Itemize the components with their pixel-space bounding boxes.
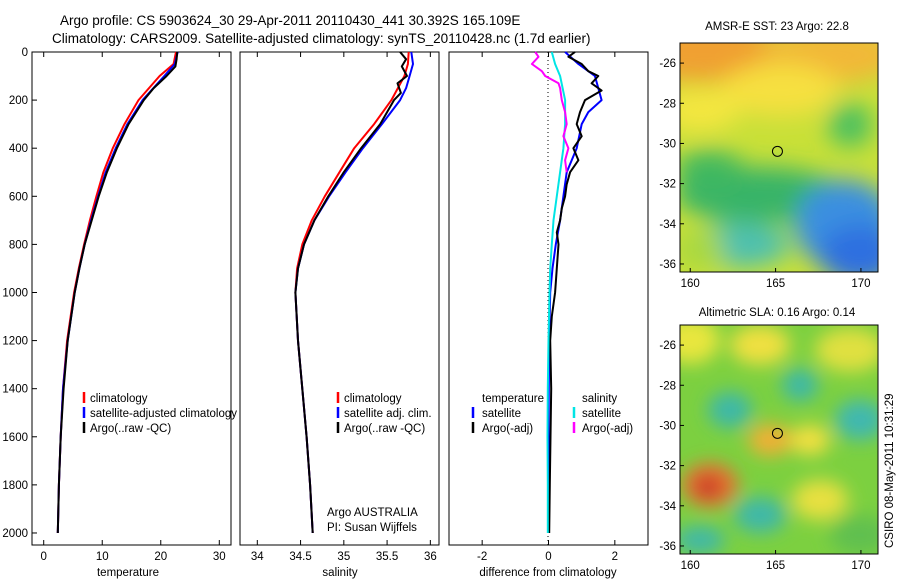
sla-map: Altimetric SLA: 0.16 Argo: 0.14 16 [659, 307, 879, 572]
ytick-label: 800 [9, 239, 28, 251]
argo-position-marker [771, 145, 783, 157]
sla-map-ticks: 160 165 170 -26 -28 -30 -32 -34 -36 [659, 340, 870, 572]
legend-label-sal-argo: Argo(-adj) [582, 423, 633, 435]
sst-field [680, 43, 878, 272]
figure-title-line2: Climatology: CARS2009. Satellite-adjuste… [52, 31, 591, 46]
map-ytick-label: -30 [659, 138, 676, 150]
map-ytick-label: -28 [659, 98, 676, 110]
ytick-label: 600 [9, 191, 28, 203]
legend-label-climatology: climatology [344, 393, 402, 405]
ytick-label: 400 [9, 143, 28, 155]
sst-map-ticks: 160 165 170 -26 -28 -30 -32 -34 -36 [659, 58, 870, 290]
sst-map-title: AMSR-E SST: 23 Argo: 22.8 [705, 21, 849, 33]
map-ytick-label: -28 [659, 380, 676, 392]
difference-ticks: -2 0 2 [477, 52, 618, 563]
legend-label-argo: Argo(..raw -QC) [90, 423, 171, 435]
difference-lines [530, 51, 603, 534]
map-ytick-label: -36 [659, 259, 676, 271]
legend-label-temp-satellite: satellite [482, 408, 521, 420]
map-ytick-label: -32 [659, 179, 676, 191]
map-ytick-label: -30 [659, 420, 676, 432]
difference-xlabel: difference from climatology [479, 567, 616, 579]
ytick-label: 1400 [2, 384, 28, 396]
series-line-diff-1 [548, 51, 603, 534]
salinity-legend: climatology satellite adj. clim. Argo(..… [336, 392, 432, 435]
temperature-axes-box [31, 51, 232, 546]
map-xtick-label: 165 [766, 560, 785, 572]
xtick-label: 35 [337, 551, 350, 563]
legend-label-satellite: satellite adj. clim. [344, 408, 432, 420]
depth-ticks: 0 200 400 600 800 1000 1200 1400 1600 1800 2000 [2, 47, 37, 540]
difference-panel: -2 0 2 difference from climatology tempera… [448, 51, 649, 579]
temperature-xlabel: temperature [97, 567, 159, 579]
xtick-label: 35.5 [376, 551, 398, 563]
xtick-label: 2 [612, 551, 618, 563]
argo-position-marker [771, 427, 783, 439]
ytick-label: 0 [22, 47, 28, 59]
legend-label-sal-satellite: satellite [582, 408, 621, 420]
sst-map: AMSR-E SST: 23 Argo: 22.8 160 165 170 -26 -2… [659, 21, 879, 290]
map-xtick-label: 160 [681, 278, 700, 290]
legend-title-salinity: salinity [582, 393, 617, 405]
xtick-label: 20 [154, 551, 167, 563]
xtick-label: 34.5 [289, 551, 311, 563]
ytick-label: 1200 [2, 336, 28, 348]
csiro-timestamp-label: CSIRO 08-May-2011 10:31:29 [884, 394, 896, 548]
salinity-panel: 34 34.5 35 35.5 36 salinity climatology sate… [239, 51, 440, 579]
series-line-2 [294, 51, 408, 534]
series-line-diff-2 [546, 51, 567, 533]
map-ytick-label: -32 [659, 461, 676, 473]
legend-label-temp-argo: Argo(-adj) [482, 423, 533, 435]
xtick-label: 0 [545, 551, 551, 563]
map-xtick-label: 165 [766, 278, 785, 290]
salinity-xlabel: salinity [322, 567, 357, 579]
sst-map-frame [679, 42, 879, 273]
map-ytick-label: -34 [659, 219, 676, 231]
xtick-label: 0 [41, 551, 47, 563]
map-xtick-label: 170 [851, 560, 870, 572]
xtick-label: 36 [424, 551, 437, 563]
legend-label-satellite: satellite-adjusted climatology [90, 408, 237, 420]
map-ytick-label: -36 [659, 541, 676, 553]
map-xtick-label: 170 [851, 278, 870, 290]
figure-title-line1: Argo profile: CS 5903624_30 29-Apr-2011 … [60, 13, 520, 28]
map-xtick-label: 160 [681, 560, 700, 572]
salinity-axes-box [239, 51, 440, 546]
series-line-2 [56, 51, 179, 534]
sla-field [680, 325, 878, 554]
temperature-panel: 0 200 400 600 800 1000 1200 1400 1600 1800 2000 0 1… [2, 47, 237, 579]
ytick-label: 1600 [2, 432, 28, 444]
sla-map-frame [679, 324, 879, 555]
xtick-label: 34 [251, 551, 264, 563]
salinity-lines [294, 51, 414, 534]
map-ytick-label: -26 [659, 340, 676, 352]
ytick-label: 2000 [2, 528, 28, 540]
sla-map-title: Altimetric SLA: 0.16 Argo: 0.14 [699, 307, 856, 319]
xtick-label: -2 [477, 551, 487, 563]
legend-label-climatology: climatology [90, 393, 148, 405]
credit-line1: Argo AUSTRALIA [327, 507, 418, 519]
temperature-legend: climatology satellite-adjusted climatolo… [82, 392, 237, 435]
credit-line2: PI: Susan Wijffels [327, 522, 417, 534]
ytick-label: 200 [9, 95, 28, 107]
temperature-lines [56, 51, 179, 534]
legend-label-argo: Argo(..raw -QC) [344, 423, 425, 435]
map-ytick-label: -26 [659, 58, 676, 70]
map-ytick-label: -34 [659, 501, 676, 513]
ytick-label: 1800 [2, 480, 28, 492]
ytick-label: 1000 [2, 287, 28, 299]
temperature-ticks: 0 10 20 30 [41, 52, 226, 563]
difference-legend: temperature satellite Argo(-adj) salinit… [471, 393, 633, 435]
xtick-label: 30 [213, 551, 226, 563]
legend-title-temperature: temperature [482, 393, 544, 405]
xtick-label: 10 [96, 551, 109, 563]
salinity-ticks: 34 34.5 35 35.5 36 [251, 52, 437, 563]
series-line-diff-3 [530, 51, 570, 173]
